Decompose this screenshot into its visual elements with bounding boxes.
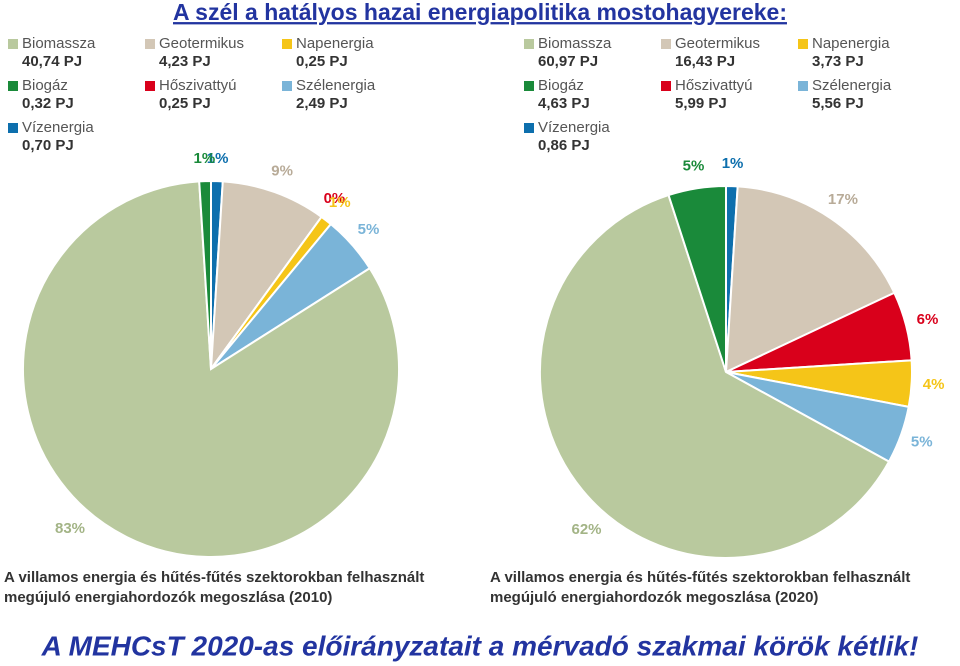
slide-title: A szél a hatályos hazai energiapolitika … [173, 0, 787, 25]
legend-label: Szélenergia [296, 77, 376, 94]
legend-amount: 4,23 PJ [159, 53, 211, 70]
pie-slice [198, 179, 212, 370]
legend-swatch [8, 39, 18, 49]
value-label: 83% [55, 520, 85, 537]
value-label: 1% [722, 155, 744, 172]
legend-amount: 0,25 PJ [159, 95, 211, 112]
legend-swatch [661, 39, 671, 49]
legend-swatch [145, 39, 155, 49]
legend-label: Napenergia [812, 35, 890, 52]
value-label: 1% [329, 194, 351, 211]
legend-swatch [282, 81, 292, 91]
legend-label: Vízenergia [22, 119, 94, 136]
legend-amount: 2,49 PJ [296, 95, 348, 112]
legend-amount: 4,63 PJ [538, 95, 590, 112]
value-label: 6% [917, 311, 939, 328]
legend-amount: 0,32 PJ [22, 95, 74, 112]
slide-footer: A MEHCsT 2020-as előirányzatait a mérvad… [41, 630, 919, 661]
value-label: 62% [571, 521, 601, 538]
value-label: 0% [324, 190, 346, 207]
legend-label: Hőszivattyú [159, 77, 237, 94]
value-label: 9% [271, 162, 293, 179]
pie-slice [724, 185, 896, 374]
legend-amount: 0,70 PJ [22, 137, 74, 154]
value-label: 1% [207, 150, 229, 167]
legend-amount: 0,86 PJ [538, 137, 590, 154]
legend-swatch [798, 39, 808, 49]
pie-slice [539, 193, 891, 559]
legend-label: Vízenergia [538, 119, 610, 136]
legend-amount: 0,25 PJ [296, 53, 348, 70]
chart-caption: A villamos energia és hűtés-fűtés szekto… [490, 569, 910, 586]
legend-amount: 60,97 PJ [538, 53, 598, 70]
chart-caption: megújuló energiahordozók megoszlása (201… [4, 589, 332, 606]
legend-label: Napenergia [296, 35, 374, 52]
legend-label: Geotermikus [159, 35, 244, 52]
legend-amount: 40,74 PJ [22, 53, 82, 70]
chart-caption: megújuló energiahordozók megoszlása (202… [490, 589, 818, 606]
legend-amount: 5,56 PJ [812, 95, 864, 112]
legend-label: Szélenergia [812, 77, 892, 94]
legend-swatch [798, 81, 808, 91]
legend-swatch [661, 81, 671, 91]
legend-swatch [145, 81, 155, 91]
legend-label: Biogáz [538, 77, 584, 94]
value-label: 1% [194, 150, 216, 167]
legend-swatch [524, 39, 534, 49]
value-label: 17% [828, 191, 858, 208]
value-label: 5% [683, 158, 705, 175]
legend-label: Biomassza [22, 35, 96, 52]
legend-label: Biomassza [538, 35, 612, 52]
legend-amount: 3,73 PJ [812, 53, 864, 70]
value-label: 5% [358, 221, 380, 238]
legend-swatch [8, 123, 18, 133]
pie-slice [667, 184, 727, 373]
legend-swatch [524, 81, 534, 91]
value-label: 4% [923, 376, 945, 393]
legend-amount: 5,99 PJ [675, 95, 727, 112]
pie-slice [209, 180, 323, 373]
legend-label: Geotermikus [675, 35, 760, 52]
legend-label: Hőszivattyú [675, 77, 753, 94]
legend-swatch [282, 39, 292, 49]
legend-amount: 16,43 PJ [675, 53, 735, 70]
legend-label: Biogáz [22, 77, 68, 94]
legend-swatch [524, 123, 534, 133]
value-label: 5% [911, 433, 933, 450]
chart-caption: A villamos energia és hűtés-fűtés szekto… [4, 569, 424, 586]
pie-slice [22, 180, 400, 558]
legend-swatch [8, 81, 18, 91]
